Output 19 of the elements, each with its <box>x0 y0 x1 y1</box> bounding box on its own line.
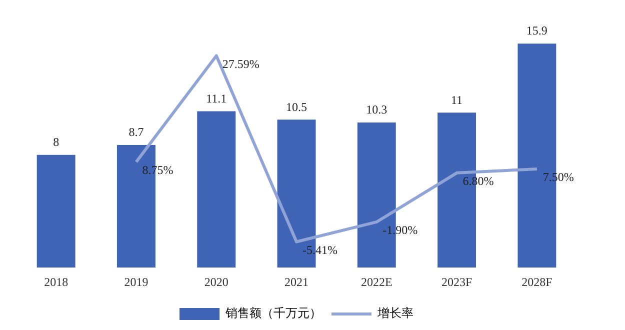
data-label: 8.7 <box>128 125 144 140</box>
x-tick-label: 2018 <box>44 274 68 289</box>
legend-label: 销售额（千万元） <box>224 306 322 320</box>
data-label: 27.59% <box>222 56 260 71</box>
legend-label: 增长率 <box>376 306 414 320</box>
data-label: 15.9 <box>526 24 548 38</box>
x-tick-label: 2019 <box>124 274 148 289</box>
x-tick-label: 2021 <box>284 274 308 289</box>
data-label: 8 <box>53 135 60 150</box>
data-label: 11 <box>451 92 463 107</box>
bar <box>197 111 236 268</box>
bar <box>36 154 76 268</box>
data-label: 11.1 <box>206 91 227 106</box>
data-label: 10.3 <box>366 102 388 117</box>
x-tick-label: 2020 <box>204 274 228 289</box>
data-label: 10.5 <box>286 100 307 114</box>
x-tick-label: 2023F <box>441 274 472 289</box>
x-tick-label: 2028F <box>522 274 553 289</box>
x-tick-label: 2022E <box>360 274 392 289</box>
